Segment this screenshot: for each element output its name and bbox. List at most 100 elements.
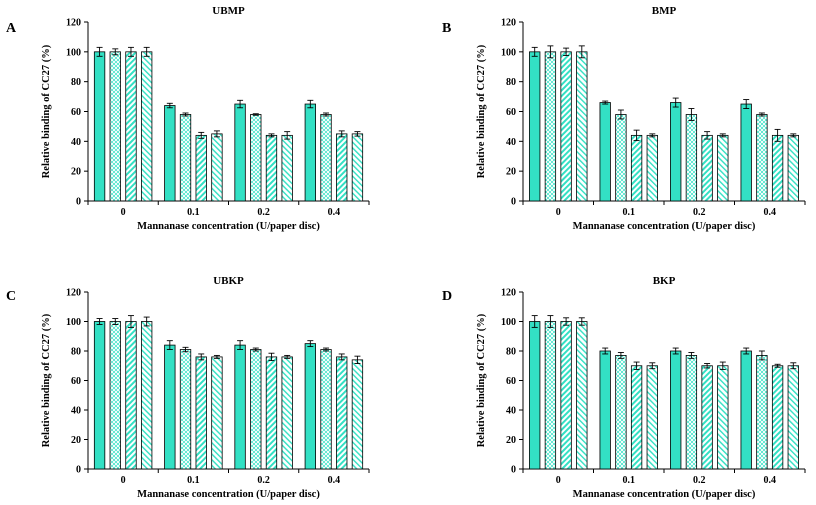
bar — [93, 51, 106, 202]
bar — [164, 344, 176, 470]
y-tick-label: 80 — [506, 77, 516, 88]
bar — [529, 51, 541, 202]
y-tick-label: 120 — [501, 288, 516, 299]
bar — [211, 133, 223, 202]
bar — [179, 114, 192, 202]
y-tick-label: 0 — [511, 465, 516, 476]
bar — [670, 102, 682, 202]
bar — [576, 321, 588, 470]
chart-title: BKP — [653, 275, 676, 287]
bar — [646, 134, 658, 202]
x-tick-label: 0.1 — [187, 475, 200, 486]
chart-title: BMP — [652, 5, 677, 17]
bar — [685, 114, 698, 202]
bar — [125, 321, 137, 470]
y-tick-label: 80 — [506, 347, 516, 358]
chart-panel-b: B BMP 0 20 40 60 80 100 120 Relative binding of C… — [442, 5, 806, 232]
y-axis-label: Relative binding of CC27 (%) — [476, 44, 487, 178]
bar — [560, 51, 572, 202]
bar — [717, 365, 729, 470]
bar — [211, 356, 223, 470]
bar — [336, 356, 348, 470]
y-tick-label: 20 — [506, 167, 516, 178]
bar — [646, 365, 658, 470]
bar — [576, 51, 588, 202]
bar — [304, 343, 316, 470]
y-tick-label: 20 — [71, 167, 81, 178]
bar — [771, 134, 784, 202]
y-tick-label: 40 — [506, 137, 516, 148]
x-axis-label: Mannanase concentration (U/paper disc) — [573, 221, 756, 232]
x-tick-label: 0.4 — [328, 207, 341, 218]
x-tick-label: 0.1 — [623, 475, 636, 486]
bar — [281, 134, 293, 202]
x-tick-label: 0 — [121, 207, 126, 218]
y-tick-label: 20 — [71, 435, 81, 446]
panel-letter: C — [6, 289, 16, 304]
bar — [179, 349, 192, 470]
bar — [234, 344, 246, 470]
y-tick-label: 0 — [511, 197, 516, 208]
panel-letter: D — [442, 289, 452, 304]
bar — [756, 355, 768, 470]
bar — [560, 321, 572, 470]
chart-title: UBKP — [213, 275, 244, 287]
y-tick-label: 60 — [506, 376, 516, 387]
x-tick-label: 0.2 — [257, 207, 270, 218]
y-tick-label: 60 — [506, 107, 516, 118]
bar — [93, 321, 106, 470]
bar — [320, 114, 332, 202]
y-tick-label: 100 — [501, 317, 516, 328]
bar — [109, 51, 121, 202]
bar — [265, 356, 278, 470]
x-tick-label: 0.2 — [693, 207, 706, 218]
y-tick-label: 60 — [71, 107, 81, 118]
chart-panel-d: D BKP 0 20 40 60 80 100 120 Relative binding of C… — [442, 275, 806, 500]
bar — [670, 350, 682, 470]
y-tick-label: 80 — [71, 347, 81, 358]
bar — [615, 114, 627, 202]
y-tick-label: 100 — [501, 47, 516, 58]
y-tick-label: 40 — [506, 406, 516, 417]
bar — [141, 51, 153, 202]
bar — [740, 350, 752, 470]
bar — [351, 133, 364, 202]
bar — [250, 114, 262, 202]
bar — [265, 134, 278, 202]
x-tick-label: 0.4 — [764, 207, 777, 218]
bar — [304, 103, 316, 202]
bar — [630, 134, 643, 202]
bar — [250, 349, 262, 470]
bar — [336, 133, 348, 202]
bar — [756, 114, 768, 202]
bar — [281, 356, 293, 470]
x-tick-label: 0.4 — [764, 475, 777, 486]
panel-letter: A — [6, 21, 17, 36]
y-tick-label: 120 — [501, 18, 516, 29]
bar — [544, 51, 557, 202]
bar — [544, 321, 557, 470]
bar — [685, 355, 698, 470]
bar — [234, 103, 246, 202]
bar — [195, 134, 207, 202]
bar — [771, 365, 784, 470]
y-tick-label: 20 — [506, 435, 516, 446]
y-axis-label: Relative binding of CC27 (%) — [41, 44, 52, 178]
x-axis-label: Mannanase concentration (U/paper disc) — [137, 221, 320, 232]
bar — [599, 102, 611, 202]
bar — [701, 365, 713, 470]
panel-letter: B — [442, 21, 451, 36]
bar — [320, 349, 332, 470]
chart-panel-c: C UBKP 0 20 40 60 80 100 120 Relative binding of … — [6, 275, 370, 500]
bar — [787, 134, 799, 202]
y-axis-label: Relative binding of CC27 (%) — [41, 313, 52, 447]
bar — [599, 350, 611, 470]
x-tick-label: 0.1 — [187, 207, 200, 218]
x-tick-label: 0.2 — [693, 475, 706, 486]
bar — [615, 355, 627, 470]
x-tick-label: 0.4 — [328, 475, 341, 486]
x-axis-label: Mannanase concentration (U/paper disc) — [573, 489, 756, 500]
bar — [164, 105, 176, 202]
x-tick-label: 0 — [556, 207, 561, 218]
